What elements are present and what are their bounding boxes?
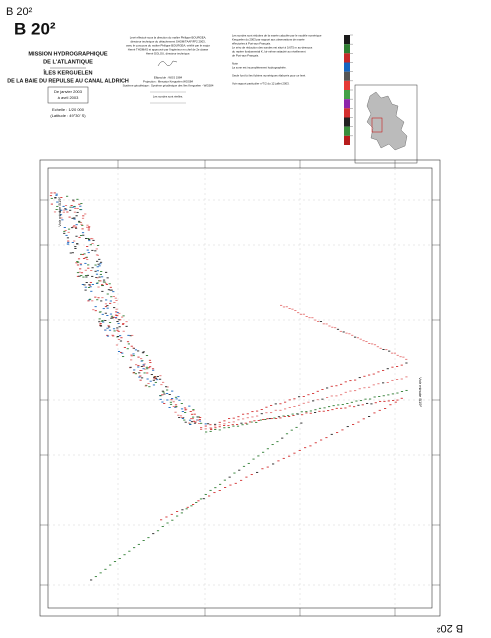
scale: Echelle : 1/20 000 bbox=[52, 107, 85, 112]
depth-swatch bbox=[344, 71, 350, 81]
note-line: Le zéro de réduction des sondes est situ… bbox=[232, 46, 313, 50]
mission-line: DE L'ATLANTIQUE bbox=[43, 59, 93, 65]
depth-swatch bbox=[344, 62, 350, 72]
inset-map bbox=[354, 84, 418, 164]
note-title: Note bbox=[232, 62, 238, 66]
sheet-id-bottom: B 20² bbox=[437, 622, 464, 634]
geodesy-line: Projection : Mercator Kerguelen WGS84 bbox=[143, 80, 193, 84]
depth-swatch bbox=[344, 53, 350, 63]
depth-scale bbox=[344, 34, 353, 145]
note-line: Kerguelen du 2003 par rapport aux observ… bbox=[232, 38, 305, 42]
signature bbox=[157, 60, 178, 67]
map-frame bbox=[39, 159, 441, 617]
side-note-right: Voir minute B19² bbox=[418, 377, 423, 407]
inset-land bbox=[366, 91, 408, 151]
period: à avril 2003 bbox=[58, 95, 79, 100]
soundings bbox=[49, 192, 408, 581]
scale: (Latitude : 49°30' S) bbox=[50, 113, 86, 118]
area: DE LA BAIE DU REPULSE AU CANAL ALDRICH bbox=[7, 78, 129, 84]
digital-note: Seule font foi les fichiers numériques é… bbox=[232, 74, 306, 78]
depth-swatch bbox=[344, 126, 350, 136]
survey-line: Hervé THOMAS et approuvé par l'ingénieur… bbox=[128, 48, 209, 52]
note-line: du repère fondamental K, lui-même rattac… bbox=[232, 50, 306, 54]
note-line: de Port-aux-Français. bbox=[232, 54, 259, 58]
depth-swatch bbox=[344, 99, 350, 109]
survey-line: directeur technique du détachement SHOM/… bbox=[130, 40, 205, 44]
note-line: Les sondes sont réduites de la marée cal… bbox=[232, 34, 322, 38]
mission-line: MISSION HYDROGRAPHIQUE bbox=[28, 51, 108, 57]
report-note: Voir rapport particulier n°7/2 du 12 jui… bbox=[232, 82, 290, 86]
side-note-left: Voir minute B19² bbox=[57, 197, 62, 227]
survey-line: avec le concours du maître Philippe BOUR… bbox=[126, 44, 210, 48]
graticule bbox=[40, 160, 440, 616]
sheet-id-large: B 20² bbox=[14, 19, 56, 38]
depth-swatch bbox=[344, 80, 350, 90]
title-block: MISSION HYDROGRAPHIQUE DE L'ATLANTIQUE Î… bbox=[7, 51, 129, 118]
depth-swatch bbox=[344, 135, 350, 145]
note-line: effectuées à Port-aux-Français. bbox=[232, 42, 271, 46]
soundings-note: Les sondes sont réelles. bbox=[153, 95, 183, 99]
notes-block: Les sondes sont réduites de la marée cal… bbox=[232, 34, 322, 86]
depth-swatch bbox=[344, 35, 350, 45]
inner-frame bbox=[47, 167, 433, 609]
sheet-id-small: B 20² bbox=[6, 6, 33, 18]
period-box bbox=[47, 86, 89, 104]
geodesy-line: Ellipsoïde : WGS 1984 bbox=[154, 76, 183, 80]
survey-line: Hervé DOLOU, directeur technique. bbox=[146, 52, 191, 56]
inset-area bbox=[371, 117, 383, 133]
depth-swatch bbox=[344, 90, 350, 100]
survey-block: Levé effectué sous la direction du maîtr… bbox=[123, 36, 214, 104]
depth-swatch bbox=[344, 108, 350, 118]
region: ÎLES KERGUELEN bbox=[42, 68, 92, 76]
survey-line: Levé effectué sous la direction du maîtr… bbox=[130, 36, 207, 40]
note-text: La zone est incomplètement hydrographiée… bbox=[232, 66, 287, 70]
depth-swatch bbox=[344, 117, 350, 127]
geodesy-line: Système géodésique : Système géodésique … bbox=[123, 84, 214, 88]
outer-frame bbox=[39, 159, 441, 617]
depth-swatch bbox=[344, 44, 350, 54]
period: De janvier 2003 bbox=[54, 89, 83, 94]
